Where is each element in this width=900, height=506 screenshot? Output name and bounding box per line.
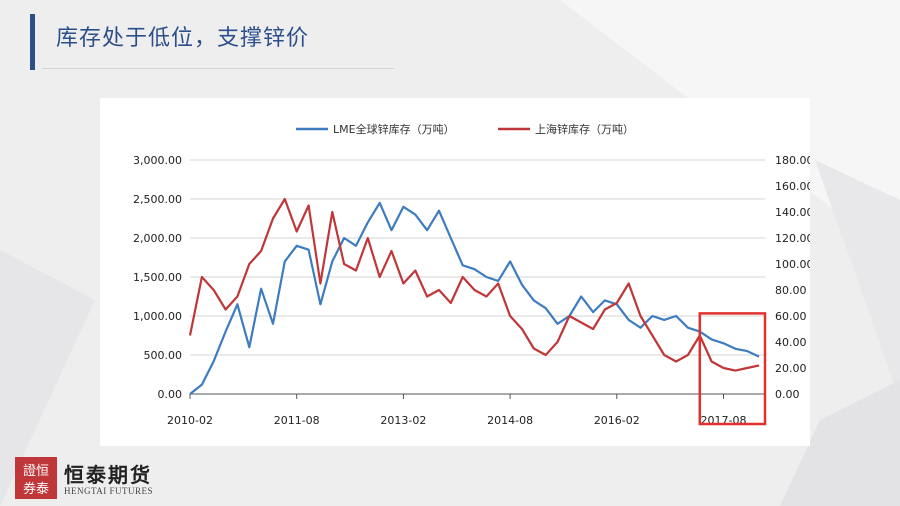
svg-text:券泰: 券泰 bbox=[23, 481, 49, 497]
right-tick-label: 180.00 bbox=[775, 154, 810, 167]
left-axis-ticks: 0.00 500.00 1,000.00 1,500.00 2,000.00 2,500.… bbox=[133, 154, 182, 401]
series-line-shanghai bbox=[188, 197, 760, 372]
left-tick-label: 2,000.00 bbox=[133, 232, 182, 245]
x-tick-label: 2011-08 bbox=[274, 414, 320, 427]
right-tick-label: 140.00 bbox=[775, 206, 810, 219]
inventory-chart: 0.00 500.00 1,000.00 1,500.00 2,000.00 2,500.… bbox=[133, 122, 810, 427]
right-tick-label: 40.00 bbox=[775, 336, 807, 349]
grid-lines bbox=[190, 159, 765, 356]
right-tick-label: 120.00 bbox=[775, 232, 810, 245]
right-tick-label: 80.00 bbox=[775, 284, 807, 297]
left-tick-label: 0.00 bbox=[158, 388, 183, 401]
x-axis-ticks: 2010-02 2011-08 2013-02 2014-08 2016-02 2017-… bbox=[167, 394, 746, 427]
right-tick-label: 0.00 bbox=[775, 388, 800, 401]
left-tick-label: 1,000.00 bbox=[133, 310, 182, 323]
right-tick-label: 160.00 bbox=[775, 180, 810, 193]
title-accent-bar bbox=[30, 14, 35, 70]
left-tick-label: 1,500.00 bbox=[133, 271, 182, 284]
left-tick-label: 500.00 bbox=[144, 349, 183, 362]
title-divider bbox=[42, 68, 394, 69]
x-tick-label: 2016-02 bbox=[594, 414, 640, 427]
left-tick-label: 3,000.00 bbox=[133, 154, 182, 167]
x-tick-label: 2013-02 bbox=[380, 414, 426, 427]
x-tick-label: 2010-02 bbox=[167, 414, 213, 427]
left-tick-label: 2,500.00 bbox=[133, 193, 182, 206]
brand-name-cn: 恒泰期货 bbox=[64, 463, 152, 487]
legend-label-lme: LME全球锌库存（万吨） bbox=[333, 122, 455, 136]
right-tick-label: 20.00 bbox=[775, 362, 807, 375]
chart-card: 0.00 500.00 1,000.00 1,500.00 2,000.00 2,500.… bbox=[100, 98, 810, 446]
right-axis-ticks: 0.00 20.00 40.00 60.00 80.00 100.00 120.00 140.… bbox=[775, 154, 810, 401]
right-tick-label: 60.00 bbox=[775, 310, 807, 323]
legend: LME全球锌库存（万吨） 上海锌库存（万吨） bbox=[296, 122, 634, 136]
logo-text: 證恒 bbox=[23, 463, 49, 479]
highlight-box bbox=[698, 312, 767, 426]
x-tick-label: 2014-08 bbox=[487, 414, 533, 427]
right-tick-label: 100.00 bbox=[775, 258, 810, 271]
series-line-lme bbox=[189, 201, 760, 395]
legend-label-shanghai: 上海锌库存（万吨） bbox=[535, 122, 634, 136]
brand-name-en: HENGTAI FUTURES bbox=[64, 486, 154, 496]
company-logo: 證恒 券泰 bbox=[15, 457, 57, 499]
slide-title: 库存处于低位，支撑锌价 bbox=[56, 26, 310, 51]
